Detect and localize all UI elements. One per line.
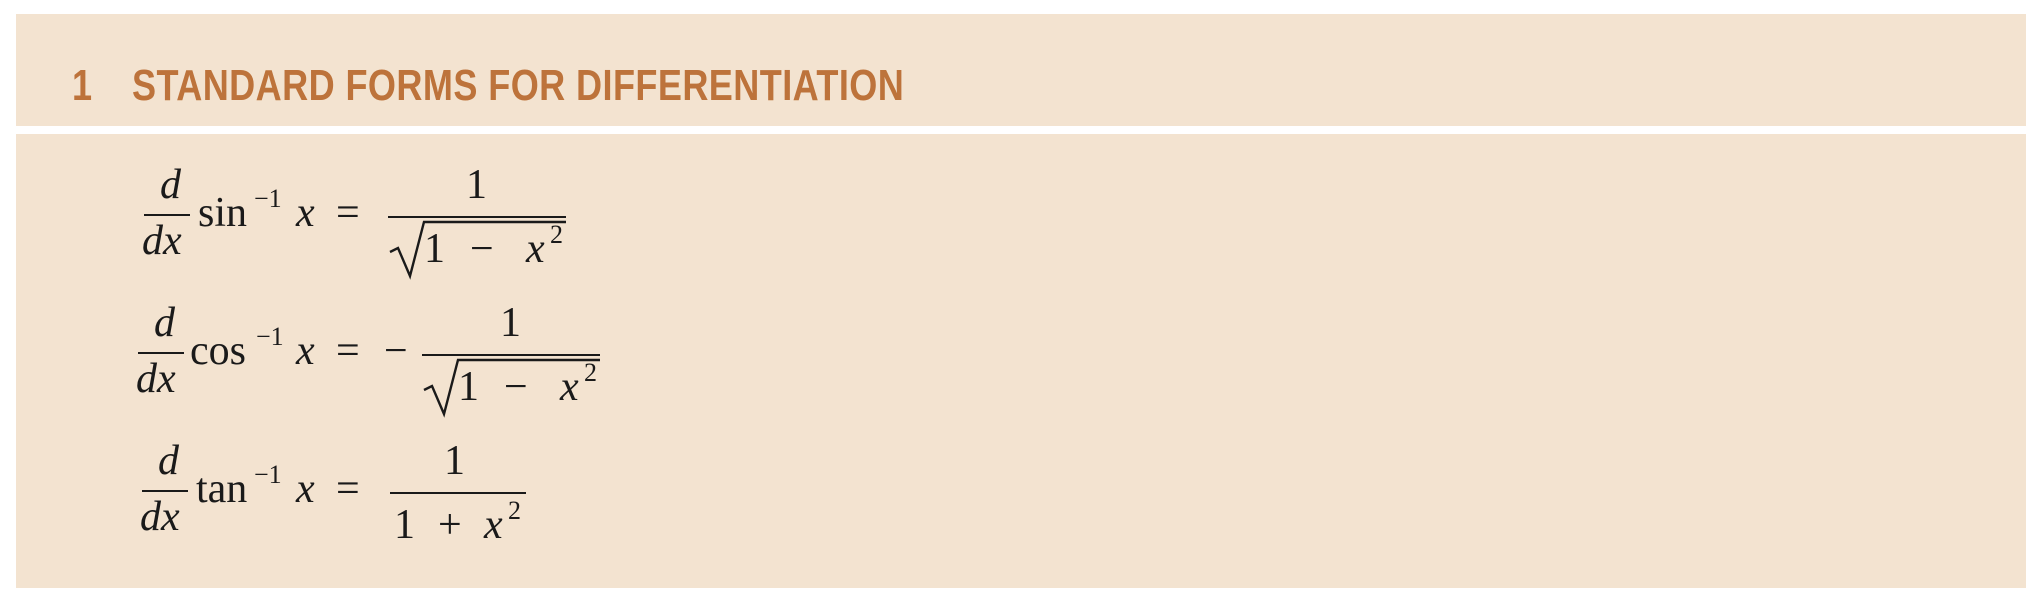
result-numerator: 1 — [500, 300, 521, 346]
derivative-fraction-bar — [144, 214, 190, 216]
denominator-operator: − — [470, 226, 494, 272]
function-variable: x — [296, 328, 315, 374]
denominator-constant: 1 — [394, 502, 415, 548]
result-numerator: 1 — [466, 162, 487, 208]
denominator-constant: 1 — [424, 226, 445, 272]
equals-sign: = — [336, 466, 360, 512]
result-sign: − — [384, 328, 408, 374]
section-header: 1 STANDARD FORMS FOR DIFFERENTIATION — [16, 14, 2026, 126]
derivative-denominator: dx — [140, 494, 180, 540]
derivative-fraction-bar — [142, 490, 188, 492]
derivative-denominator: dx — [136, 356, 176, 402]
denominator-variable: x — [526, 226, 545, 272]
denominator-operator: − — [504, 364, 528, 410]
equals-sign: = — [336, 328, 360, 374]
function-exponent: −1 — [254, 460, 282, 489]
radical-sign — [423, 358, 600, 418]
function-name: cos — [190, 328, 246, 374]
function-name: sin — [198, 190, 248, 236]
section-number: 1 — [72, 61, 93, 110]
denominator-exponent: 2 — [550, 220, 563, 249]
denominator-constant: 1 — [458, 364, 479, 410]
formula-arcsin: d dx sin −1 x = 1 1 − x 2 — [140, 164, 660, 284]
result-numerator: 1 — [444, 438, 465, 484]
function-exponent: −1 — [256, 322, 284, 351]
result-fraction-bar — [390, 492, 526, 494]
denominator-exponent: 2 — [584, 358, 597, 387]
derivative-numerator: d — [158, 438, 179, 484]
denominator-variable: x — [560, 364, 579, 410]
formula-arccos: d dx cos −1 x = − 1 1 − x 2 — [134, 302, 694, 422]
denominator-variable: x — [484, 502, 503, 548]
section-title: STANDARD FORMS FOR DIFFERENTIATION — [132, 61, 905, 110]
equals-sign: = — [336, 190, 360, 236]
derivative-numerator: d — [154, 300, 175, 346]
formula-panel: d dx sin −1 x = 1 1 − x 2 d dx cos −1 x … — [16, 134, 2026, 588]
function-variable: x — [296, 466, 315, 512]
result-fraction-bar — [388, 216, 566, 218]
function-exponent: −1 — [254, 184, 282, 213]
denominator-operator: + — [438, 502, 462, 548]
function-name: tan — [196, 466, 248, 512]
denominator-exponent: 2 — [508, 496, 521, 525]
derivative-numerator: d — [160, 162, 181, 208]
formula-arctan: d dx tan −1 x = 1 1 + x 2 — [138, 440, 658, 560]
result-fraction-bar — [422, 354, 600, 356]
radical-sign — [389, 220, 566, 280]
derivative-fraction-bar — [138, 352, 184, 354]
function-variable: x — [296, 190, 315, 236]
derivative-denominator: dx — [142, 218, 182, 264]
